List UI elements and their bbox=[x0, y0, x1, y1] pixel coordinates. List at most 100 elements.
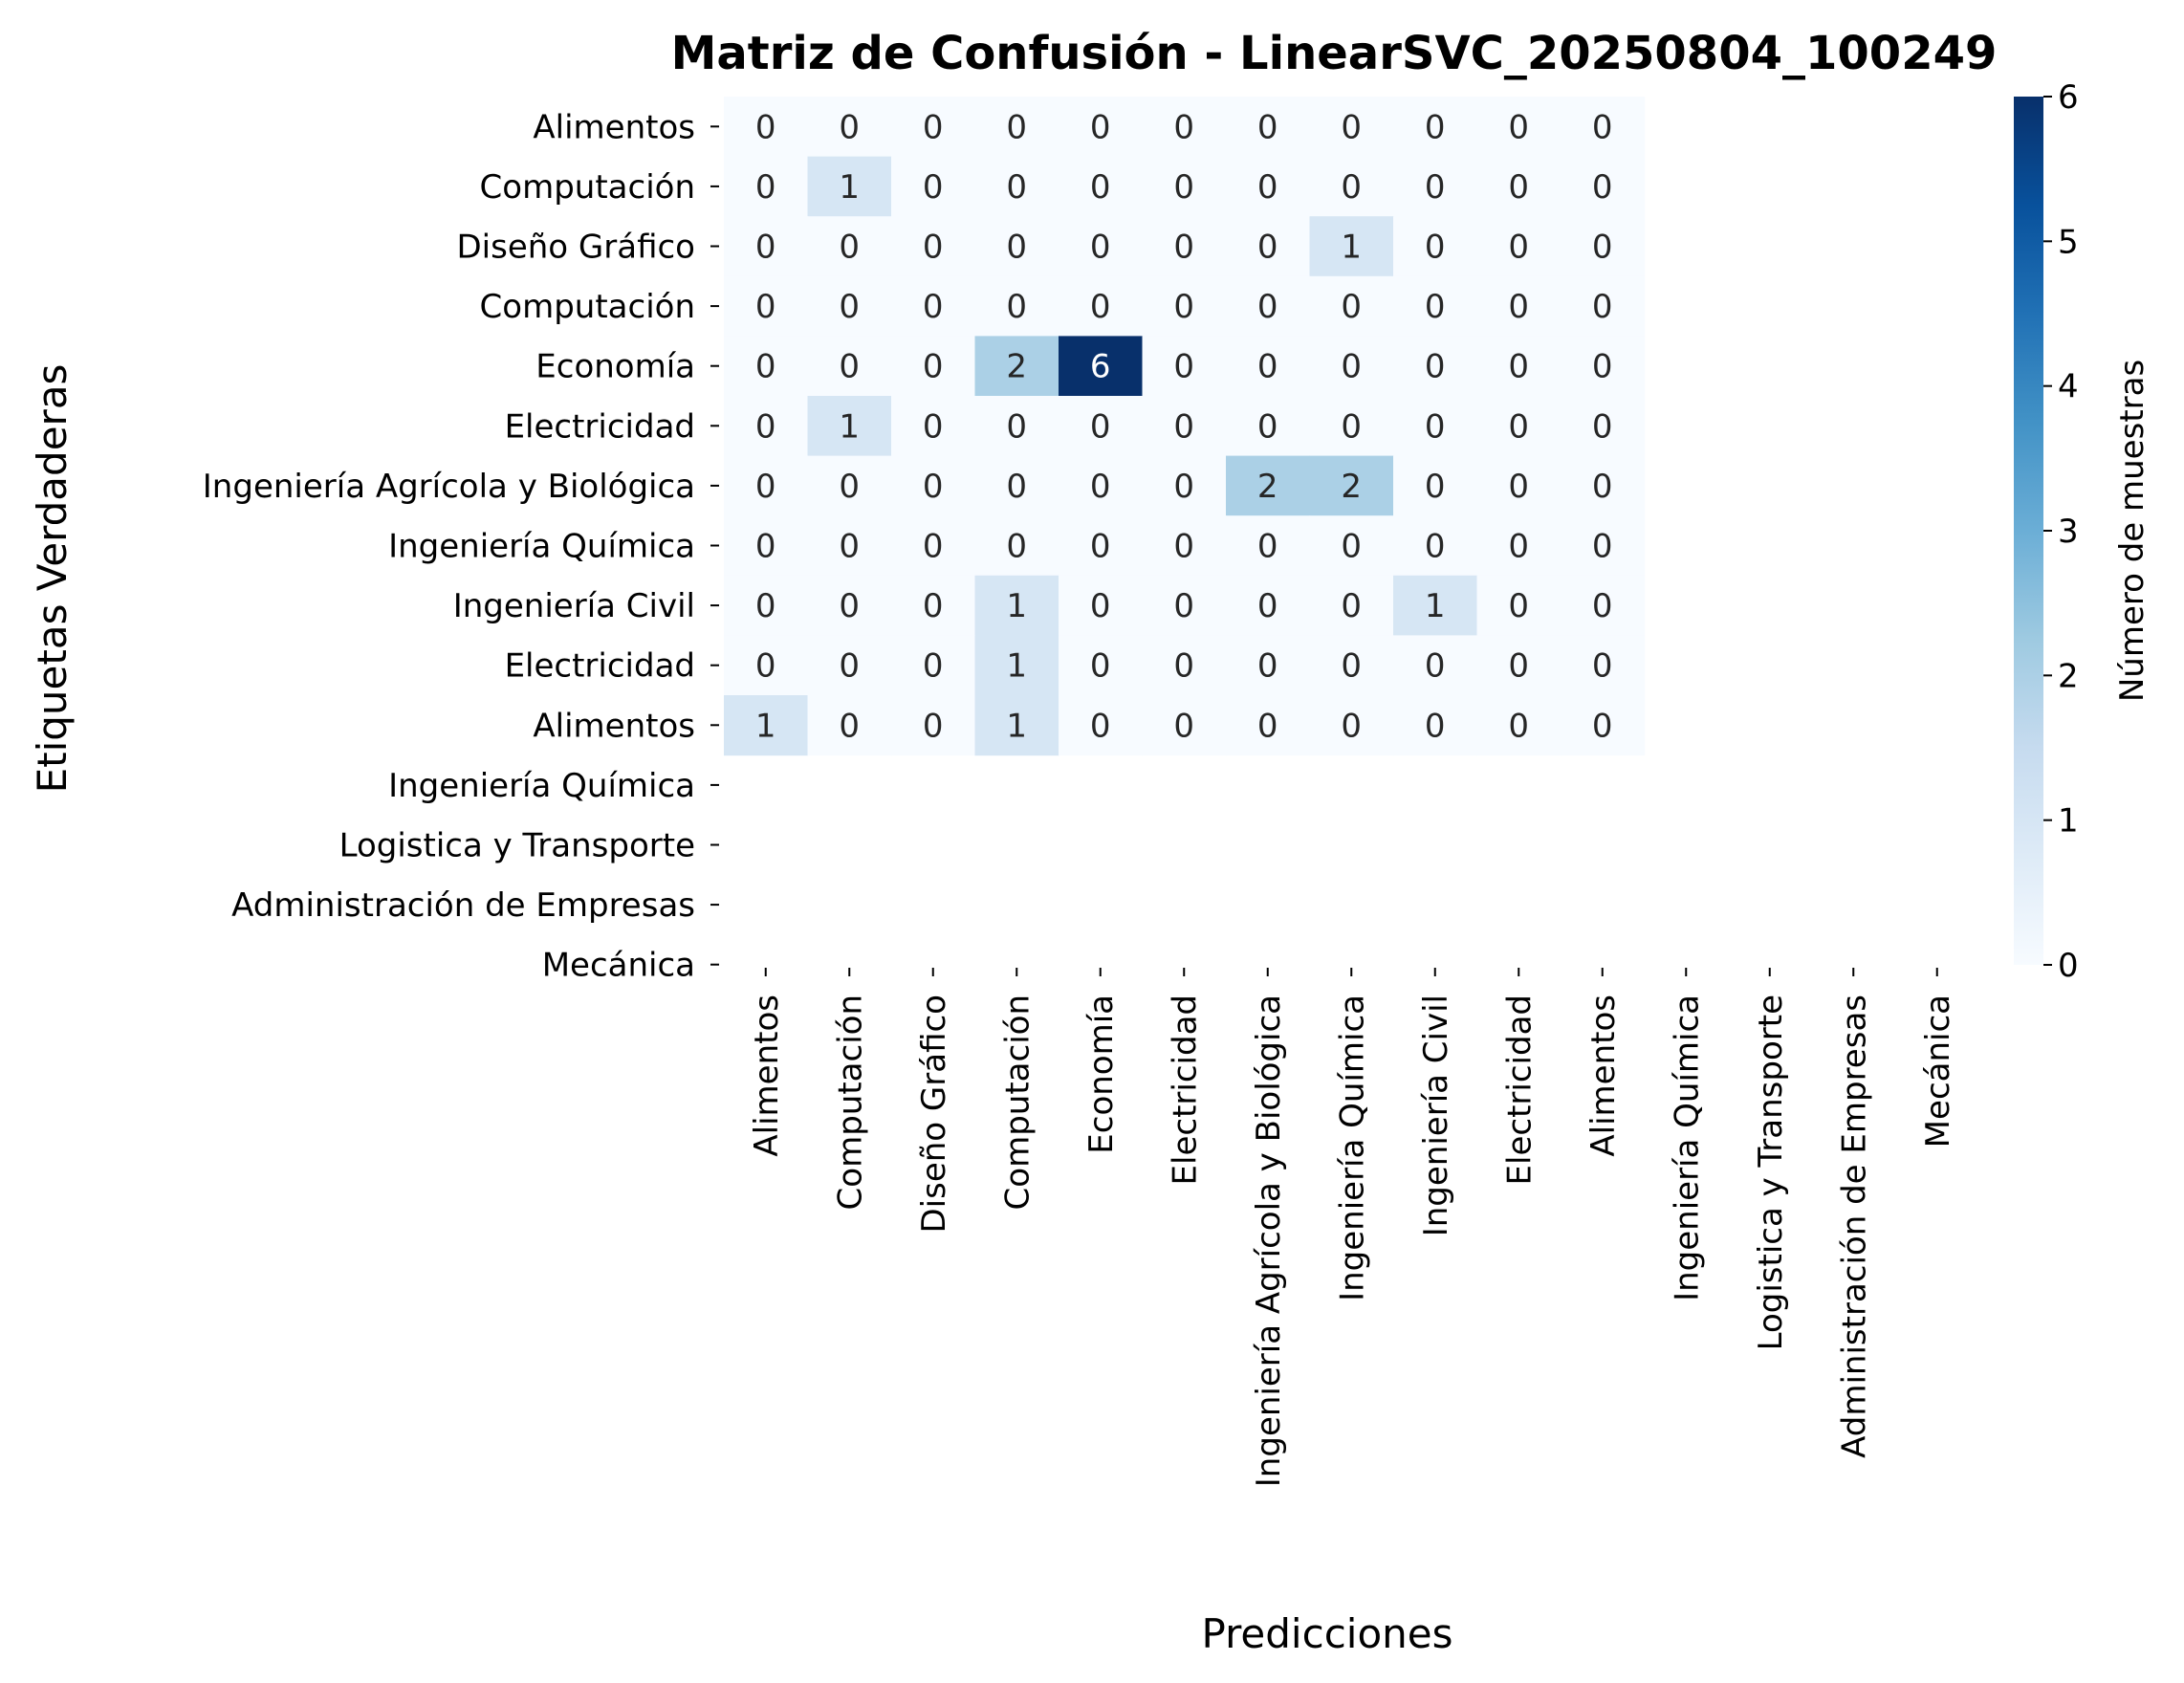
y-tick-label: Ingeniería Agrícola y Biológica bbox=[203, 468, 695, 506]
heatmap-cell bbox=[974, 515, 1059, 577]
heatmap-cell bbox=[891, 156, 976, 217]
x-tick-label: Alimentos bbox=[1584, 994, 1623, 1157]
cell-value-label: 0 bbox=[755, 587, 776, 625]
heatmap-cell bbox=[807, 216, 892, 277]
cell-value-label: 0 bbox=[839, 288, 860, 326]
cell-value-label: 0 bbox=[1006, 468, 1027, 506]
heatmap-cell bbox=[974, 336, 1059, 397]
cell-value-label: 0 bbox=[1341, 407, 1362, 446]
x-tick-label: Ingeniería Química bbox=[1333, 994, 1371, 1301]
heatmap-cell bbox=[891, 216, 976, 277]
cell-value-label: 0 bbox=[755, 168, 776, 207]
cell-value-label: 0 bbox=[1257, 528, 1278, 566]
colorbar-ticks: 0 1 2 3 4 5 6 bbox=[2043, 78, 2079, 985]
cell-value-label: 0 bbox=[1173, 168, 1194, 207]
cell-value-label: 0 bbox=[923, 587, 944, 625]
heatmap-cell bbox=[1476, 216, 1562, 277]
heatmap-cell bbox=[1059, 156, 1144, 217]
y-tick-label: Computación bbox=[480, 168, 695, 207]
cell-value-label: 1 bbox=[1006, 707, 1027, 745]
cell-value-label: 0 bbox=[923, 229, 944, 267]
heatmap-cell bbox=[891, 635, 976, 696]
x-tick-label: Ingeniería Química bbox=[1668, 994, 1706, 1301]
cell-value-label: 0 bbox=[1508, 108, 1529, 146]
heatmap-cell bbox=[1476, 156, 1562, 217]
cell-value-label: 0 bbox=[1341, 168, 1362, 207]
cell-value-label: 0 bbox=[839, 707, 860, 745]
heatmap-cell bbox=[974, 575, 1059, 636]
heatmap-cell bbox=[1393, 216, 1478, 277]
heatmap-cell bbox=[724, 396, 809, 457]
heatmap-cell bbox=[1142, 635, 1227, 696]
cell-value-label: 1 bbox=[1006, 647, 1027, 686]
cell-value-label: 0 bbox=[839, 468, 860, 506]
cell-value-label: 0 bbox=[1257, 168, 1278, 207]
cell-value-label: 0 bbox=[1257, 229, 1278, 267]
cell-value-label: 0 bbox=[755, 647, 776, 686]
heatmap-cell bbox=[1059, 455, 1144, 516]
cell-value-label: 0 bbox=[1090, 707, 1111, 745]
heatmap-cell bbox=[1226, 97, 1311, 158]
heatmap-cell bbox=[1142, 275, 1227, 337]
cell-value-label: 0 bbox=[1090, 647, 1111, 686]
heatmap-cell bbox=[1476, 396, 1562, 457]
cell-value-label: 0 bbox=[1592, 229, 1613, 267]
heatmap-cell bbox=[1476, 336, 1562, 397]
cell-value-label: 1 bbox=[1006, 587, 1027, 625]
cell-value-label: 1 bbox=[1425, 587, 1446, 625]
heatmap-cell bbox=[1059, 97, 1144, 158]
heatmap-cells bbox=[724, 97, 1646, 756]
cell-value-label: 0 bbox=[1508, 647, 1529, 686]
cell-value-label: 0 bbox=[1425, 407, 1446, 446]
cell-value-label: 0 bbox=[1257, 707, 1278, 745]
heatmap-cell bbox=[1142, 216, 1227, 277]
x-axis-label: Predicciones bbox=[1202, 1610, 1453, 1657]
heatmap-cell bbox=[724, 216, 809, 277]
heatmap-cell bbox=[891, 515, 976, 577]
heatmap-cell bbox=[1393, 156, 1478, 217]
x-tick-label: Electricidad bbox=[1166, 994, 1204, 1185]
cell-value-label: 0 bbox=[1173, 348, 1194, 386]
cell-value-label: 0 bbox=[1090, 468, 1111, 506]
heatmap-cell bbox=[807, 695, 892, 756]
heatmap-cell bbox=[1059, 635, 1144, 696]
cell-value-label: 2 bbox=[1006, 348, 1027, 386]
cell-value-label: 0 bbox=[1425, 647, 1446, 686]
cell-value-label: 0 bbox=[1592, 168, 1613, 207]
heatmap-cell bbox=[724, 575, 809, 636]
y-axis-ticks: Alimentos Computación Diseño Gráfico Comput… bbox=[203, 108, 719, 985]
y-tick-label: Electricidad bbox=[505, 407, 695, 446]
cell-value-label: 0 bbox=[755, 348, 776, 386]
heatmap-cell bbox=[1393, 575, 1478, 636]
y-tick-label: Alimentos bbox=[533, 707, 695, 745]
cell-value-label: 0 bbox=[1592, 108, 1613, 146]
cell-value-label: 0 bbox=[1592, 707, 1613, 745]
heatmap-cell bbox=[1226, 455, 1311, 516]
heatmap-cell bbox=[1309, 216, 1394, 277]
heatmap-cell bbox=[807, 97, 892, 158]
heatmap-cell bbox=[1059, 575, 1144, 636]
cell-value-label: 0 bbox=[1006, 528, 1027, 566]
heatmap-cell bbox=[1226, 275, 1311, 337]
cell-value-label: 0 bbox=[1257, 647, 1278, 686]
heatmap-cell bbox=[1393, 97, 1478, 158]
x-tick-label: Mecánica bbox=[1919, 994, 1957, 1148]
cell-value-label: 0 bbox=[1425, 168, 1446, 207]
heatmap-cell bbox=[724, 275, 809, 337]
heatmap-cell bbox=[1393, 336, 1478, 397]
cell-value-label: 0 bbox=[1508, 587, 1529, 625]
colorbar bbox=[2014, 97, 2043, 965]
heatmap-cell bbox=[974, 156, 1059, 217]
heatmap-cell bbox=[1226, 695, 1311, 756]
cell-value-label: 0 bbox=[1173, 407, 1194, 446]
cell-value-label: 0 bbox=[1006, 229, 1027, 267]
cell-value-label: 0 bbox=[1425, 229, 1446, 267]
x-tick-label: Logistica y Transporte bbox=[1752, 994, 1790, 1350]
cell-value-label: 0 bbox=[1592, 647, 1613, 686]
cell-value-label: 0 bbox=[1173, 108, 1194, 146]
cell-value-label: 0 bbox=[923, 407, 944, 446]
heatmap-cell bbox=[1561, 575, 1646, 636]
cell-value-label: 0 bbox=[1341, 587, 1362, 625]
heatmap-cell bbox=[1059, 216, 1144, 277]
cell-value-label: 0 bbox=[1592, 528, 1613, 566]
